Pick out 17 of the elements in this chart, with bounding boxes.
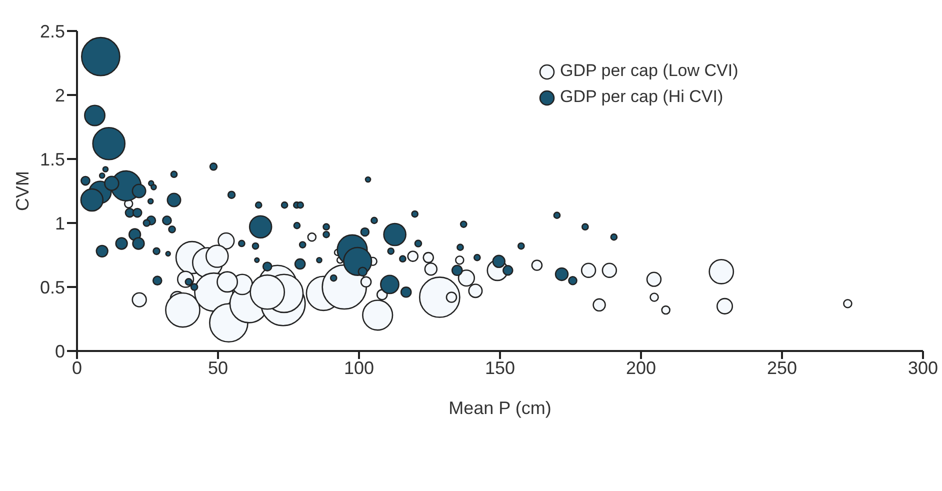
x-tick-label: 0 (72, 358, 82, 378)
y-tick-label: 1.5 (40, 149, 65, 170)
legend-label: GDP per cap (Low CVI) (560, 61, 738, 81)
y-tick-label: 2.5 (40, 21, 65, 42)
x-tick-label: 50 (208, 358, 228, 378)
x-tick-label: 100 (344, 358, 374, 378)
y-axis-title: CVM (12, 171, 32, 211)
x-axis-title: Mean P (cm) (448, 398, 552, 418)
y-tick-label: 1 (54, 213, 65, 234)
x-tick-label: 150 (484, 358, 516, 378)
y-tick-label: 2 (54, 85, 65, 106)
y-tick-label: 0.5 (40, 277, 65, 298)
y-tick-label: 0 (54, 341, 65, 362)
x-tick-label: 200 (626, 358, 656, 378)
x-tick-label: 300 (908, 358, 938, 378)
legend-label: GDP per cap (Hi CVI) (560, 87, 724, 107)
x-tick-label: 250 (766, 358, 798, 378)
